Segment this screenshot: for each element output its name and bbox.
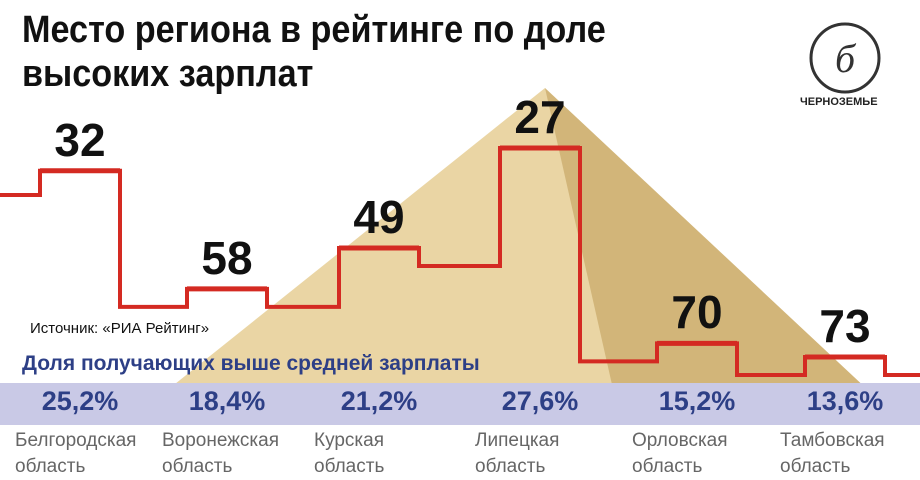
rank-label: 32 (54, 113, 106, 166)
rank-label: 27 (514, 91, 566, 143)
share-label: 25,2% (41, 386, 119, 416)
share-label: 27,6% (501, 386, 579, 416)
source: Источник: «РИА Рейтинг» (30, 320, 210, 337)
share-band (0, 383, 920, 425)
rank-label: 58 (201, 231, 253, 284)
region-label: Воронежская область (162, 430, 280, 477)
logo-letter: б (835, 36, 857, 81)
pyramid-background (130, 88, 900, 420)
subtitle: Доля получающих выше средней зарплаты (22, 352, 480, 375)
rank-label: 73 (819, 300, 871, 352)
share-label: 21,2% (340, 386, 418, 416)
region-label: Липецкая область (475, 430, 560, 477)
logo-mark (809, 22, 881, 94)
step-connector (0, 146, 920, 377)
region-label: Курская область (314, 430, 385, 477)
chart-title: Место региона в рейтинге по доле высоких… (22, 9, 606, 95)
rank-label: 49 (353, 190, 405, 243)
region-label: Тамбовская область (780, 430, 885, 477)
logo-text: ЧЕРНОЗЕМЬЕ (800, 96, 878, 108)
share-label: 18,4% (188, 386, 266, 416)
pyramid-shade (545, 88, 900, 420)
rank-label: 70 (671, 286, 723, 339)
region-label: Белгородская область (15, 430, 137, 477)
share-label: 13,6% (806, 386, 884, 416)
share-label: 15,2% (658, 386, 736, 416)
region-label: Орловская область (632, 430, 728, 477)
